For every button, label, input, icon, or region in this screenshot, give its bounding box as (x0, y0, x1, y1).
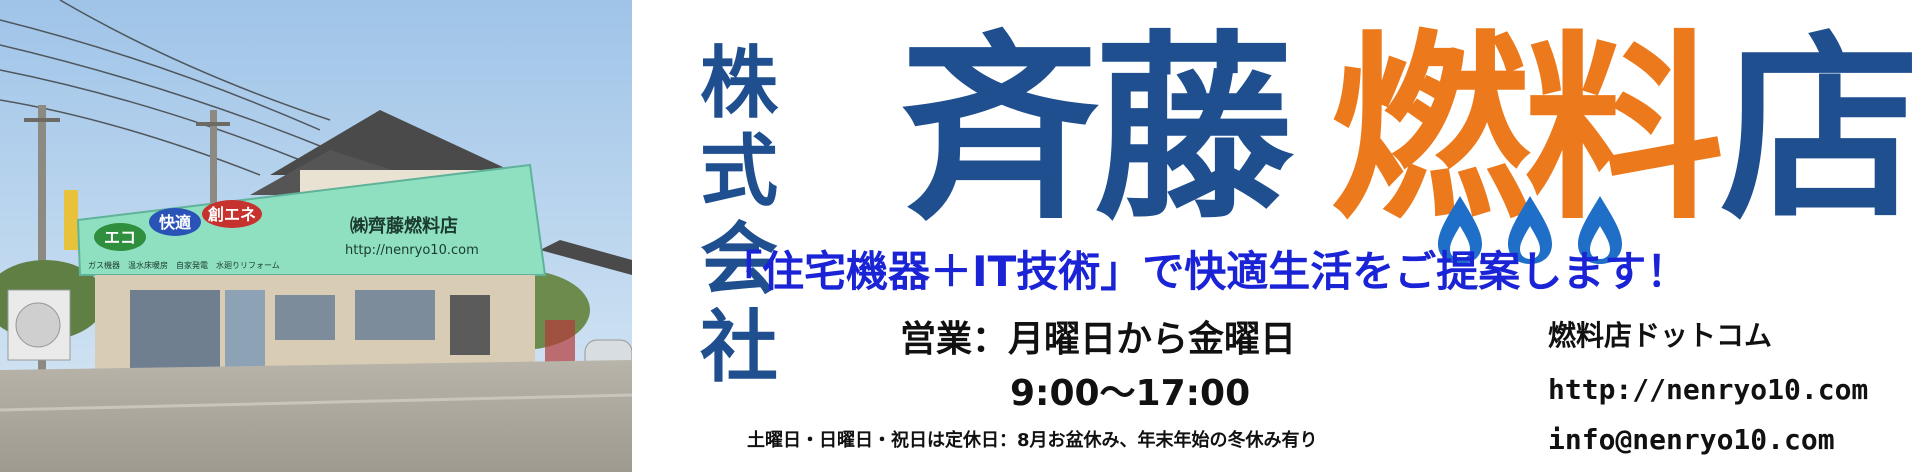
gas-flame-icon (1438, 196, 1622, 264)
business-days: 営業：月曜日から金曜日 (900, 319, 1297, 360)
holiday-note: 土曜日・日曜日・祝日は定休日：8月お盆休み、年末年始の冬休み有り (747, 430, 1318, 451)
email-address[interactable]: info@nenryo10.com (1548, 423, 1835, 456)
logo-saito: 斉藤 (900, 14, 1294, 247)
logo-nen: 燃 (1330, 14, 1530, 247)
website-url[interactable]: http://nenryo10.com (1548, 373, 1869, 406)
business-hours: 9:00〜17:00 (1010, 373, 1251, 414)
logo-ryo: 料 (1524, 14, 1724, 247)
sign-services: ガス機器 温水床暖房 自家発電 水廻りリフォーム (88, 260, 280, 270)
company-logo: 株式 会社 斉藤 燃料 店 (700, 14, 1921, 393)
kabushiki-line1: 株式 (700, 39, 778, 217)
logo-ten: 店 (1720, 14, 1921, 247)
kabushiki-gaisha: 株式 会社 (700, 40, 835, 392)
badge-eco: エコ (104, 228, 136, 247)
kabushiki-line2: 会社 (700, 215, 778, 393)
site-name: 燃料店ドットコム (1548, 319, 1773, 352)
storefront-photo: エコ 快適 創エネ ガス機器 温水床暖房 自家発電 水廻りリフォーム ㈱齊藤燃料… (0, 0, 632, 472)
logo-nen-ryo: 燃料 (1330, 26, 1724, 236)
sign-store-name: ㈱齊藤燃料店 (350, 215, 458, 237)
badge-energy: 創エネ (207, 205, 256, 224)
sign-url: http://nenryo10.com (345, 243, 479, 258)
badge-comfort: 快適 (159, 213, 191, 232)
tagline: 「住宅機器＋IT技術」で快適生活をご提案します！ (720, 247, 1689, 296)
